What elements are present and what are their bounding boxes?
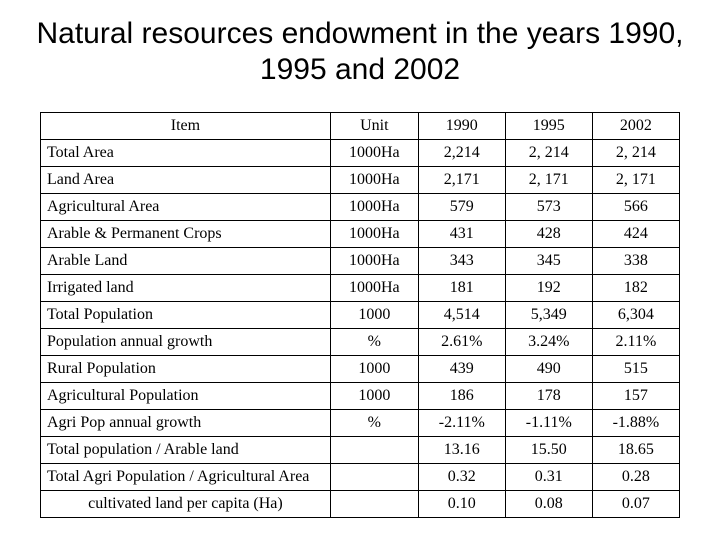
cell-item: cultivated land per capita (Ha) [41, 491, 331, 518]
table-row: Total population / Arable land 13.16 15.… [41, 437, 680, 464]
header-1995: 1995 [505, 113, 592, 140]
header-unit: Unit [330, 113, 418, 140]
cell-1990: -2.11% [418, 410, 505, 437]
cell-2002: 6,304 [592, 302, 679, 329]
cell-item: Arable & Permanent Crops [41, 221, 331, 248]
cell-item: Land Area [41, 167, 331, 194]
cell-1990: 0.32 [418, 464, 505, 491]
cell-1995: 490 [505, 356, 592, 383]
slide-title: Natural resources endowment in the years… [28, 16, 692, 88]
table-row: Agricultural Population 1000 186 178 157 [41, 383, 680, 410]
header-item: Item [41, 113, 331, 140]
cell-1990: 2,214 [418, 140, 505, 167]
cell-2002: 338 [592, 248, 679, 275]
cell-2002: 2, 214 [592, 140, 679, 167]
table-row: Arable & Permanent Crops 1000Ha 431 428 … [41, 221, 680, 248]
cell-2002: 182 [592, 275, 679, 302]
cell-2002: 0.07 [592, 491, 679, 518]
cell-unit: 1000Ha [330, 248, 418, 275]
cell-item: Irrigated land [41, 275, 331, 302]
cell-1990: 186 [418, 383, 505, 410]
cell-item: Total population / Arable land [41, 437, 331, 464]
table-row: Rural Population 1000 439 490 515 [41, 356, 680, 383]
cell-unit: % [330, 410, 418, 437]
cell-item: Total Population [41, 302, 331, 329]
cell-unit [330, 491, 418, 518]
cell-item: Agricultural Area [41, 194, 331, 221]
table-row: Population annual growth % 2.61% 3.24% 2… [41, 329, 680, 356]
cell-unit: % [330, 329, 418, 356]
cell-1995: 2, 171 [505, 167, 592, 194]
cell-1995: 0.08 [505, 491, 592, 518]
table-row: Agricultural Area 1000Ha 579 573 566 [41, 194, 680, 221]
cell-1995: -1.11% [505, 410, 592, 437]
cell-2002: 157 [592, 383, 679, 410]
data-table-wrap: Item Unit 1990 1995 2002 Total Area 1000… [40, 112, 680, 518]
cell-1995: 192 [505, 275, 592, 302]
cell-1990: 579 [418, 194, 505, 221]
table-body: Item Unit 1990 1995 2002 Total Area 1000… [41, 113, 680, 518]
cell-2002: 515 [592, 356, 679, 383]
cell-1990: 431 [418, 221, 505, 248]
slide: Natural resources endowment in the years… [0, 0, 720, 540]
cell-1995: 573 [505, 194, 592, 221]
cell-2002: 566 [592, 194, 679, 221]
cell-1995: 345 [505, 248, 592, 275]
cell-unit: 1000Ha [330, 194, 418, 221]
cell-unit: 1000Ha [330, 221, 418, 248]
cell-1995: 5,349 [505, 302, 592, 329]
cell-1990: 4,514 [418, 302, 505, 329]
cell-unit: 1000 [330, 302, 418, 329]
cell-1995: 178 [505, 383, 592, 410]
cell-item: Arable Land [41, 248, 331, 275]
cell-1995: 0.31 [505, 464, 592, 491]
table-row: Irrigated land 1000Ha 181 192 182 [41, 275, 680, 302]
cell-2002: 2, 171 [592, 167, 679, 194]
cell-1995: 2, 214 [505, 140, 592, 167]
cell-1990: 343 [418, 248, 505, 275]
table-row: Total Agri Population / Agricultural Are… [41, 464, 680, 491]
cell-unit: 1000 [330, 383, 418, 410]
cell-item: Total Area [41, 140, 331, 167]
cell-1990: 181 [418, 275, 505, 302]
cell-item: Agricultural Population [41, 383, 331, 410]
table-row: Agri Pop annual growth % -2.11% -1.11% -… [41, 410, 680, 437]
table-row: Total Population 1000 4,514 5,349 6,304 [41, 302, 680, 329]
cell-unit [330, 437, 418, 464]
table-row: Arable Land 1000Ha 343 345 338 [41, 248, 680, 275]
cell-2002: -1.88% [592, 410, 679, 437]
cell-unit: 1000 [330, 356, 418, 383]
header-1990: 1990 [418, 113, 505, 140]
table-header-row: Item Unit 1990 1995 2002 [41, 113, 680, 140]
cell-item: Rural Population [41, 356, 331, 383]
cell-1995: 428 [505, 221, 592, 248]
cell-item: Population annual growth [41, 329, 331, 356]
cell-1990: 13.16 [418, 437, 505, 464]
cell-1995: 15.50 [505, 437, 592, 464]
cell-1990: 439 [418, 356, 505, 383]
cell-unit: 1000Ha [330, 167, 418, 194]
cell-1990: 0.10 [418, 491, 505, 518]
table-row: cultivated land per capita (Ha) 0.10 0.0… [41, 491, 680, 518]
header-2002: 2002 [592, 113, 679, 140]
cell-unit: 1000Ha [330, 140, 418, 167]
cell-2002: 18.65 [592, 437, 679, 464]
cell-2002: 0.28 [592, 464, 679, 491]
cell-unit [330, 464, 418, 491]
cell-unit: 1000Ha [330, 275, 418, 302]
table-row: Total Area 1000Ha 2,214 2, 214 2, 214 [41, 140, 680, 167]
cell-2002: 2.11% [592, 329, 679, 356]
cell-2002: 424 [592, 221, 679, 248]
cell-item: Agri Pop annual growth [41, 410, 331, 437]
cell-item: Total Agri Population / Agricultural Are… [41, 464, 331, 491]
data-table: Item Unit 1990 1995 2002 Total Area 1000… [40, 112, 680, 518]
table-row: Land Area 1000Ha 2,171 2, 171 2, 171 [41, 167, 680, 194]
cell-1990: 2,171 [418, 167, 505, 194]
cell-1990: 2.61% [418, 329, 505, 356]
cell-1995: 3.24% [505, 329, 592, 356]
